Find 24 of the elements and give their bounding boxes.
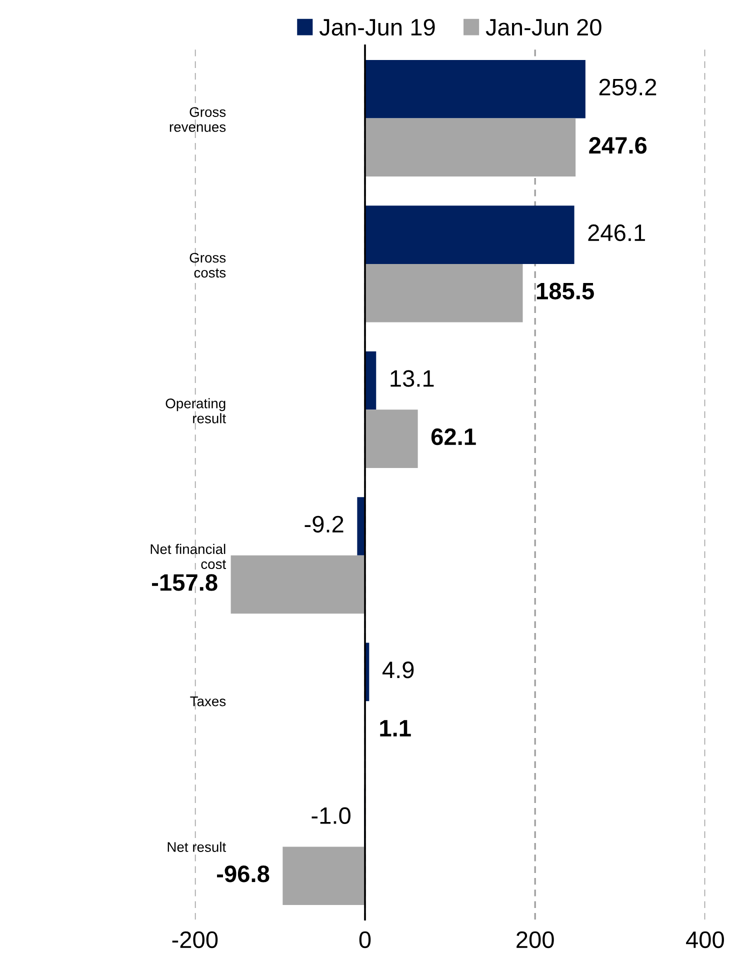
x-tick-label: -200	[172, 931, 218, 948]
data-label: 246.1	[588, 224, 645, 242]
data-label: 13.1	[390, 370, 434, 387]
data-label: 1.1	[380, 720, 411, 736]
y-tick-label: Gross revenues	[170, 107, 226, 132]
y-tick-label: Taxes	[190, 696, 226, 706]
data-label: 62.1	[431, 428, 476, 446]
legend-label: Jan-Jun 20	[486, 18, 602, 36]
data-label: 259.2	[599, 78, 656, 96]
data-label: 4.9	[382, 662, 414, 678]
y-tick-label: Gross costs	[190, 252, 226, 278]
x-tick-label: 400	[686, 931, 724, 948]
legend-label: Jan-Jun 19	[319, 18, 435, 36]
x-tick-label: 200	[516, 931, 554, 948]
y-tick-label: Net result	[168, 842, 226, 852]
data-label: -9.2	[304, 516, 344, 533]
data-label: -1.0	[312, 807, 350, 824]
data-label: 185.5	[537, 282, 594, 300]
y-tick-label: Net financial cost	[150, 544, 226, 570]
y-tick-label: Operating result	[166, 398, 226, 424]
x-tick-label: 0	[359, 931, 371, 948]
data-label: 247.6	[589, 137, 647, 154]
data-label: -96.8	[217, 866, 270, 882]
data-label: -157.8	[152, 574, 218, 591]
